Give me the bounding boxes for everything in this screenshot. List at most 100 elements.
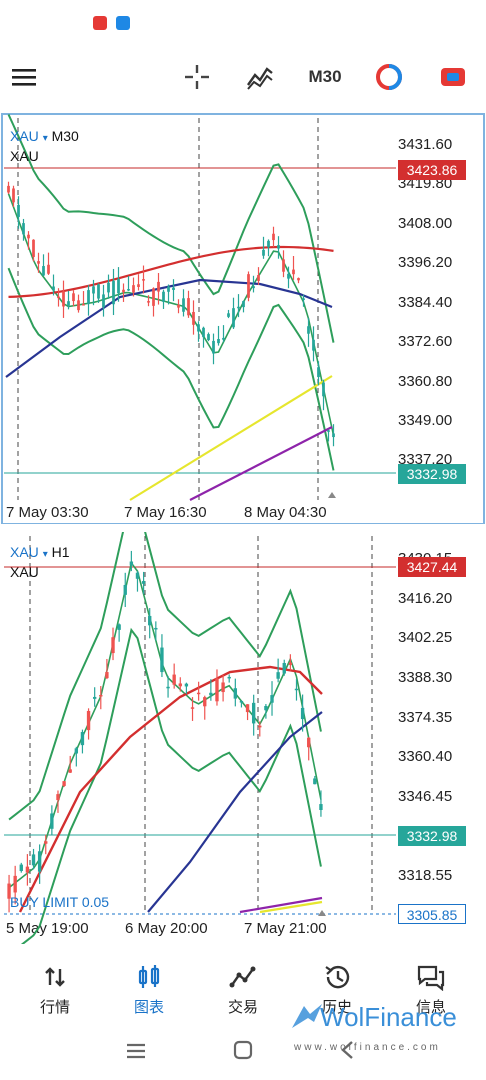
- bottom-nav: 行情 图表 交易 历史 信息: [0, 948, 486, 1024]
- nav-messages[interactable]: 信息: [391, 962, 471, 1017]
- price-tick: 3346.45: [398, 788, 452, 805]
- candle: [19, 864, 23, 871]
- nav-quotes[interactable]: 行情: [15, 962, 95, 1017]
- candle: [221, 682, 225, 693]
- nav-label: 信息: [415, 999, 446, 1016]
- candle: [178, 683, 182, 687]
- chart-h1[interactable]: 3430.153416.203402.253388.303374.353360.…: [0, 532, 486, 944]
- candle: [44, 841, 48, 844]
- candle: [184, 683, 189, 687]
- objects-icon[interactable]: [372, 60, 406, 94]
- candle: [56, 794, 60, 801]
- chart-m30-subtitle: XAU: [10, 148, 39, 164]
- candle: [25, 866, 30, 873]
- candle: [22, 223, 25, 235]
- candle: [80, 732, 85, 746]
- timeframe-selector[interactable]: M30: [300, 60, 350, 94]
- time-tick: 7 May 21:00: [244, 920, 327, 937]
- wolf-logo-icon: [292, 1004, 322, 1028]
- bollinger-lower: [7, 267, 335, 471]
- moving-average-blue: [147, 711, 323, 913]
- crosshair-icon[interactable]: [180, 60, 214, 94]
- candle: [300, 707, 305, 720]
- candle: [27, 234, 30, 239]
- back-icon[interactable]: [340, 1040, 354, 1065]
- candle: [74, 748, 79, 754]
- candle: [237, 306, 240, 309]
- price-tick: 3360.40: [398, 748, 452, 765]
- price-tick: 3337.20: [398, 451, 452, 468]
- candle: [227, 313, 230, 317]
- system-nav-bar: [0, 1024, 486, 1080]
- candle: [192, 311, 195, 325]
- recent-apps-icon[interactable]: [126, 1042, 146, 1065]
- candle: [32, 239, 35, 257]
- candle: [105, 672, 109, 679]
- nav-label: 交易: [227, 999, 258, 1016]
- candle: [166, 686, 170, 689]
- candle: [50, 813, 54, 829]
- candle: [87, 290, 90, 305]
- nav-trade[interactable]: 交易: [203, 962, 283, 1017]
- menu-icon[interactable]: [8, 60, 42, 94]
- chart-h1-symbol: XAU ▾ H1: [10, 544, 70, 560]
- candle: [262, 249, 265, 256]
- current-bar-marker: [318, 910, 326, 916]
- candle: [13, 875, 17, 893]
- candle: [152, 288, 155, 306]
- candle: [135, 572, 140, 579]
- candle: [72, 293, 75, 302]
- candle: [122, 289, 125, 293]
- candle: [277, 245, 280, 249]
- candle: [212, 340, 215, 354]
- candle: [294, 688, 299, 691]
- candle: [17, 204, 20, 217]
- price-tick: 3318.55: [398, 867, 452, 884]
- symbol-name: XAU: [10, 544, 39, 560]
- bollinger-upper: [8, 532, 322, 821]
- candle: [52, 286, 55, 291]
- candle: [313, 778, 317, 785]
- home-icon[interactable]: [233, 1040, 253, 1065]
- current-bar-marker: [328, 492, 336, 498]
- candle: [190, 707, 195, 709]
- nav-chart[interactable]: 图表: [109, 962, 189, 1017]
- buy-limit-order-label[interactable]: BUY LIMIT 0.05: [10, 894, 110, 910]
- nav-history[interactable]: 历史: [297, 962, 377, 1017]
- price-tick: 3374.35: [398, 709, 452, 726]
- candle: [86, 710, 91, 731]
- candle: [307, 737, 311, 748]
- candle: [162, 291, 165, 302]
- candle: [7, 883, 11, 899]
- price-tick: 3384.40: [398, 294, 452, 311]
- candle: [112, 280, 115, 305]
- candle: [332, 433, 335, 438]
- candle: [222, 337, 225, 340]
- chart-m30-symbol: XAU ▾ M30: [10, 128, 79, 144]
- candle: [322, 382, 325, 397]
- candle: [239, 701, 244, 703]
- candle: [137, 284, 140, 287]
- price-tick: 3349.00: [398, 412, 452, 429]
- candle: [92, 286, 95, 294]
- nav-label: 历史: [321, 999, 352, 1016]
- candle: [215, 678, 219, 702]
- candle: [319, 804, 323, 810]
- chart-m30[interactable]: 3431.60 3419.80 3408.00 3396.20 3384.40 3372.…: [0, 112, 486, 524]
- quotes-icon: [15, 962, 95, 992]
- notification-app-icon-red: [93, 16, 107, 30]
- symbol-timeframe: H1: [51, 544, 70, 560]
- indicators-icon[interactable]: [243, 60, 277, 94]
- chart-h1-canvas[interactable]: 3430.153416.203402.253388.303374.353360.…: [0, 532, 486, 944]
- candle: [209, 692, 213, 696]
- candle: [258, 725, 262, 728]
- candle: [99, 694, 103, 697]
- chart-h1-subtitle: XAU: [10, 564, 39, 580]
- candle: [62, 781, 66, 786]
- bid-price-badge: 3332.98: [398, 826, 466, 846]
- trade-icon[interactable]: [436, 60, 470, 94]
- candle: [77, 300, 80, 311]
- candle: [247, 274, 250, 298]
- time-tick: 8 May 04:30: [244, 504, 327, 521]
- chart-m30-canvas[interactable]: 3431.603419.803408.003396.203384.403372.…: [0, 112, 486, 524]
